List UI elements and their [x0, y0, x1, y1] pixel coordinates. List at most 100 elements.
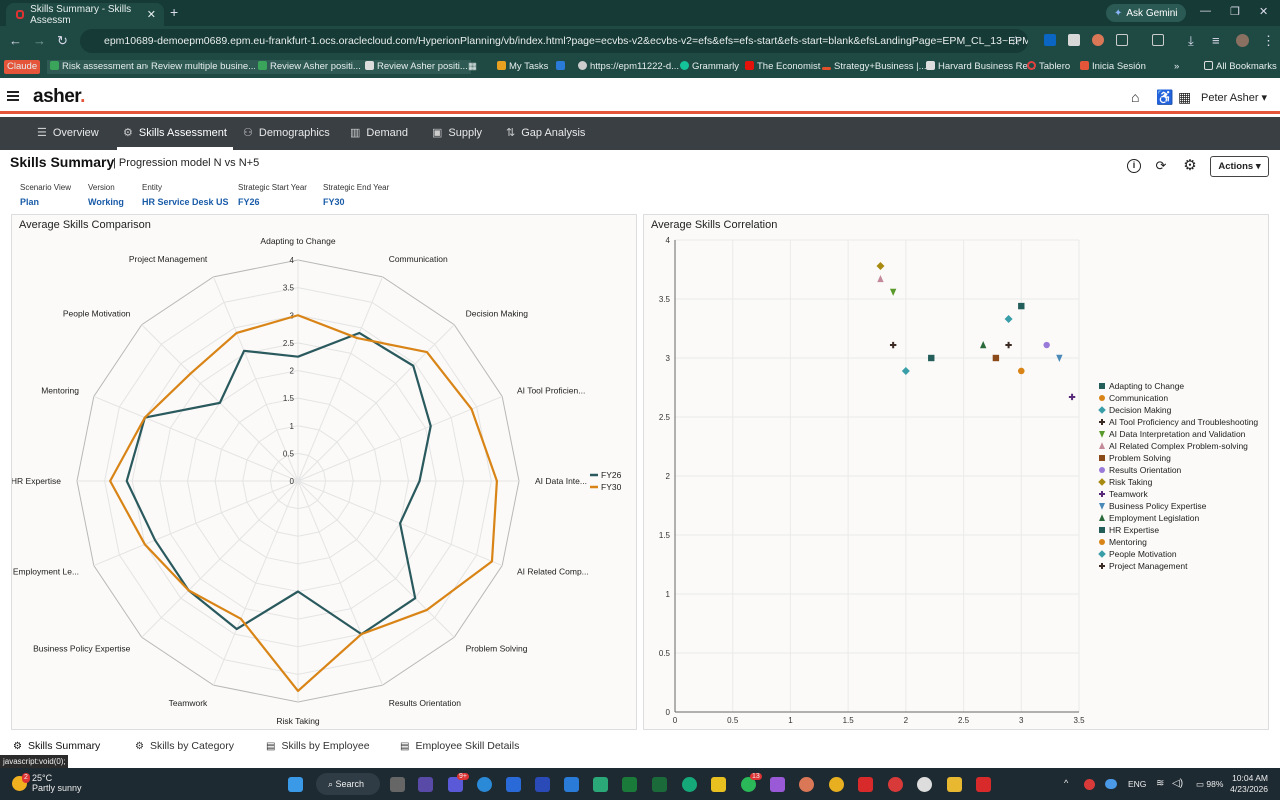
pov-start-year[interactable]: Strategic Start Year FY26: [238, 183, 307, 207]
user-name: Peter Asher: [1201, 92, 1259, 104]
close-window-icon[interactable]: ✕: [1259, 6, 1269, 18]
whatsapp-icon[interactable]: [741, 777, 756, 792]
bottom-tab-skills-summary[interactable]: ⚙ Skills Summary: [13, 740, 100, 752]
edge-icon[interactable]: [593, 777, 608, 792]
pov-value[interactable]: FY26: [238, 197, 260, 207]
word-icon[interactable]: [506, 777, 521, 792]
chrome-icon[interactable]: [829, 777, 844, 792]
bookmark-epm[interactable]: https://epm11222-d...: [578, 60, 679, 74]
restore-icon[interactable]: ❐: [1230, 6, 1240, 18]
more-bookmarks-icon[interactable]: »: [1174, 61, 1180, 72]
bookmark-economist[interactable]: The Economist: [745, 60, 820, 74]
bookmark-review-asher-2[interactable]: Review Asher positi...: [362, 60, 471, 74]
pov-value[interactable]: FY30: [323, 197, 345, 207]
browser-tab[interactable]: Skills Summary - Skills Assessm ✕: [6, 3, 164, 26]
acrobat-icon[interactable]: [858, 777, 873, 792]
project-icon[interactable]: [652, 777, 667, 792]
bookmark-outlook-icon[interactable]: [556, 60, 568, 74]
tab-gap-analysis[interactable]: ⇅ Gap Analysis: [506, 117, 585, 150]
linkedin-extension-icon[interactable]: [1044, 34, 1056, 46]
bookmark-tablero[interactable]: Tablero: [1027, 60, 1070, 74]
home-icon[interactable]: ⌂: [1131, 89, 1140, 105]
bottom-tab-skills-by-category[interactable]: ⚙ Skills by Category: [135, 740, 234, 752]
bookmark-review-asher-1[interactable]: Review Asher positi...: [255, 60, 364, 74]
weather-widget[interactable]: 2 25°C Partly sunny: [12, 773, 82, 793]
tab-demand[interactable]: ▥ Demand: [350, 117, 408, 150]
reload-icon[interactable]: ↻: [57, 33, 68, 48]
navigator-grid-icon[interactable]: ▦: [1178, 89, 1192, 105]
file-explorer-icon[interactable]: [947, 777, 962, 792]
tray-chevron-up-icon[interactable]: ^: [1064, 778, 1069, 788]
jw-app-icon[interactable]: [418, 777, 433, 792]
url-input[interactable]: epm10689-demoepm0689.epm.eu-frankfurt-1.…: [80, 29, 1028, 53]
info-icon[interactable]: i: [1127, 159, 1141, 173]
media-icon[interactable]: ≡: [1212, 33, 1220, 48]
teams-icon[interactable]: [448, 777, 463, 792]
extensions-puzzle-icon[interactable]: [1116, 34, 1128, 46]
tab-skills-assessment[interactable]: ⚙ Skills Assessment: [117, 117, 233, 150]
tab-supply[interactable]: ▣ Supply: [432, 117, 482, 150]
pov-value[interactable]: Working: [88, 197, 124, 207]
download-icon[interactable]: ⤓: [1188, 33, 1194, 48]
sticky-notes-icon[interactable]: [711, 777, 726, 792]
windows-start-icon[interactable]: [288, 777, 303, 792]
bottom-tab-employee-skill-details[interactable]: ▤ Employee Skill Details: [400, 740, 519, 752]
close-tab-icon[interactable]: ✕: [146, 9, 156, 21]
new-tab-icon[interactable]: +: [170, 4, 179, 20]
claude-icon[interactable]: [799, 777, 814, 792]
task-view-icon[interactable]: [390, 777, 405, 792]
wifi-icon[interactable]: ≋: [1156, 778, 1165, 789]
onedrive-icon[interactable]: [1105, 779, 1117, 789]
language-indicator[interactable]: ENG: [1128, 779, 1147, 789]
outlook-icon[interactable]: [564, 777, 579, 792]
forward-arrow-icon[interactable]: →: [33, 33, 46, 48]
pov-value[interactable]: Plan: [20, 197, 40, 207]
copilot-icon[interactable]: [770, 777, 785, 792]
settings-gear-icon[interactable]: ⚙: [1183, 157, 1197, 174]
bookmark-risk-assessment[interactable]: Risk assessment and...: [47, 60, 164, 74]
pov-value[interactable]: HR Service Desk US: [142, 197, 229, 207]
back-arrow-icon[interactable]: ←: [9, 33, 22, 48]
bookmark-inicia-sesion[interactable]: Inicia Sesión: [1080, 60, 1146, 74]
claude-extension-icon[interactable]: [1092, 34, 1104, 46]
pov-end-year[interactable]: Strategic End Year FY30: [323, 183, 389, 207]
bottom-tab-skills-by-employee[interactable]: ▤ Skills by Employee: [266, 740, 370, 752]
tray-app-icon[interactable]: [1084, 779, 1095, 790]
bookmark-grammarly[interactable]: Grammarly: [680, 60, 739, 74]
reader-icon[interactable]: [888, 777, 903, 792]
visio-icon[interactable]: [535, 777, 550, 792]
bookmark-review-multiple[interactable]: Review multiple busine...: [148, 60, 260, 74]
minimize-icon[interactable]: —: [1200, 5, 1211, 17]
menu-kebab-icon[interactable]: ⋮: [1262, 33, 1275, 48]
bookmark-star-icon[interactable]: ☆: [1010, 33, 1022, 48]
actions-button[interactable]: Actions ▾: [1210, 156, 1269, 177]
bookmark-apps-grid-icon[interactable]: ▦: [468, 61, 477, 72]
bookmark-my-tasks[interactable]: My Tasks: [497, 60, 548, 74]
chatgpt-icon[interactable]: [917, 777, 932, 792]
pov-scenario-view[interactable]: Scenario View Plan: [20, 183, 71, 207]
battery-indicator[interactable]: ▭ 98%: [1196, 779, 1223, 790]
tab-overview[interactable]: ☰ Overview: [37, 117, 99, 150]
extension-icon[interactable]: [1068, 34, 1080, 46]
accessibility-icon[interactable]: ♿: [1156, 89, 1174, 105]
profile-avatar-icon[interactable]: [1236, 34, 1249, 47]
hamburger-menu-icon[interactable]: [7, 91, 19, 101]
pov-version[interactable]: Version Working: [88, 183, 124, 207]
bookmark-hbr[interactable]: Harvard Business Re...: [926, 60, 1036, 74]
zoom-icon[interactable]: [477, 777, 492, 792]
taskbar-clock[interactable]: 10:04 AM 4/23/2026: [1220, 773, 1268, 795]
cast-icon[interactable]: [1152, 34, 1164, 46]
volume-icon[interactable]: ◁): [1172, 778, 1184, 789]
user-menu[interactable]: Peter Asher ▾: [1201, 91, 1267, 104]
bookmark-strategy-business[interactable]: Strategy+Business |...: [822, 60, 927, 74]
tab-demographics[interactable]: ⚇ Demographics: [243, 117, 330, 150]
security-icon[interactable]: [976, 777, 991, 792]
grammarly-icon[interactable]: [682, 777, 697, 792]
taskbar-search[interactable]: ⌕ Search: [316, 773, 380, 795]
pov-entity[interactable]: Entity HR Service Desk US: [142, 183, 229, 207]
bookmark-claude[interactable]: Claude: [4, 60, 41, 74]
excel-icon[interactable]: [622, 777, 637, 792]
refresh-icon[interactable]: ⟳: [1155, 158, 1167, 173]
ask-gemini-button[interactable]: ✦ Ask Gemini: [1106, 4, 1186, 22]
all-bookmarks[interactable]: All Bookmarks: [1204, 60, 1277, 74]
